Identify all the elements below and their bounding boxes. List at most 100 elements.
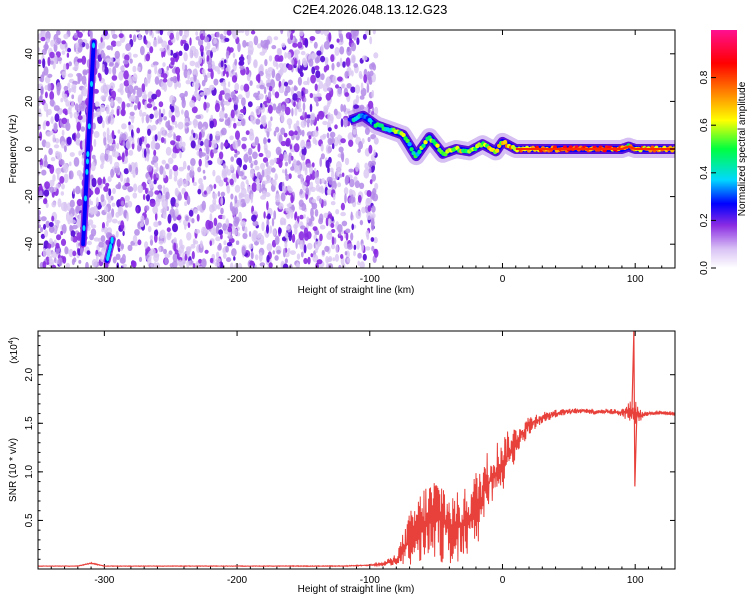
noise-dot	[152, 39, 158, 48]
noise-dot	[344, 92, 350, 97]
noise-dot	[300, 251, 304, 258]
noise-dot	[228, 47, 234, 53]
noise-dot	[287, 79, 293, 86]
noise-dot	[248, 231, 252, 237]
noise-dot	[207, 160, 213, 166]
noise-dot	[54, 219, 61, 225]
noise-dot	[43, 189, 50, 197]
noise-dot	[149, 235, 154, 241]
noise-dot	[62, 256, 67, 264]
noise-dot	[98, 241, 105, 248]
colorbar-tick-label: 0.4	[699, 165, 710, 179]
noise-dot	[266, 127, 272, 132]
noise-dot	[77, 58, 83, 63]
noise-dot	[70, 219, 76, 224]
noise-dot	[350, 54, 356, 64]
noise-dot	[154, 212, 158, 221]
noise-dot	[85, 42, 90, 50]
noise-dot	[193, 48, 199, 59]
noise-dot	[374, 182, 379, 190]
noise-dot	[217, 191, 221, 197]
noise-dot	[291, 204, 295, 211]
noise-dot	[182, 160, 187, 170]
noise-dot	[300, 120, 307, 128]
noise-dot	[278, 134, 283, 144]
noise-dot	[56, 167, 62, 172]
noise-dot	[139, 137, 142, 147]
noise-dot	[136, 206, 139, 214]
noise-dot	[268, 262, 273, 268]
noise-dot	[186, 232, 192, 241]
noise-dot	[247, 49, 254, 56]
noise-dot	[251, 182, 257, 193]
noise-dot	[91, 154, 96, 160]
noise-dot	[61, 71, 67, 79]
noise-dot	[195, 260, 199, 268]
noise-dot	[314, 177, 321, 185]
noise-dot	[284, 106, 291, 116]
noise-dot	[234, 216, 240, 224]
noise-dot	[308, 135, 312, 140]
noise-dot	[159, 230, 164, 239]
noise-dot	[286, 51, 292, 59]
noise-dot	[234, 58, 238, 66]
noise-dot	[38, 95, 43, 104]
colorbar-tick-label: 0.8	[699, 70, 710, 84]
noise-dot	[144, 187, 148, 195]
noise-dot	[301, 129, 305, 137]
noise-dot	[213, 183, 217, 190]
noise-dot	[132, 169, 136, 178]
noise-dot	[298, 108, 302, 113]
noise-dot	[117, 156, 122, 161]
noise-dot	[209, 120, 214, 129]
noise-dot	[194, 144, 200, 151]
noise-dot	[72, 188, 76, 195]
noise-dot	[148, 180, 154, 189]
noise-dot	[252, 220, 259, 227]
noise-dot	[293, 143, 300, 153]
noise-dot	[280, 30, 284, 35]
noise-dot	[196, 205, 201, 211]
noise-dot	[127, 244, 133, 252]
noise-dot	[212, 198, 217, 205]
noise-dot	[198, 131, 202, 141]
noise-dot	[235, 240, 240, 245]
noise-dot	[111, 218, 118, 224]
noise-dot	[189, 37, 192, 46]
noise-dot	[215, 175, 222, 184]
noise-dot	[278, 153, 284, 162]
noise-dot	[42, 247, 47, 258]
noise-dot	[110, 195, 114, 201]
noise-dot	[153, 149, 157, 157]
noise-dot	[315, 30, 321, 34]
noise-dot	[298, 199, 304, 207]
noise-dot	[302, 102, 306, 112]
noise-dot	[61, 40, 66, 45]
noise-dot	[238, 192, 243, 201]
noise-dot	[255, 178, 261, 184]
noise-dot	[190, 140, 196, 149]
noise-dot	[159, 30, 163, 36]
noise-dot	[229, 178, 234, 186]
noise-dot	[325, 159, 330, 169]
noise-dot	[249, 80, 253, 86]
noise-dot	[323, 65, 328, 73]
noise-dot	[128, 124, 134, 130]
noise-dot	[282, 169, 285, 174]
noise-dot	[38, 59, 42, 65]
noise-dot	[120, 200, 125, 206]
noise-dot	[167, 125, 173, 131]
snr-content	[38, 331, 675, 568]
noise-dot	[318, 217, 324, 225]
noise-dot	[179, 30, 183, 37]
noise-dot	[52, 134, 56, 143]
noise-dot	[41, 169, 47, 176]
noise-dot	[75, 205, 80, 214]
noise-dot	[175, 106, 180, 114]
noise-dot	[325, 216, 329, 227]
noise-dot	[128, 96, 134, 102]
tone-blob	[401, 132, 406, 138]
noise-dot	[160, 80, 166, 90]
noise-dot	[104, 206, 109, 213]
noise-dot	[255, 118, 261, 125]
